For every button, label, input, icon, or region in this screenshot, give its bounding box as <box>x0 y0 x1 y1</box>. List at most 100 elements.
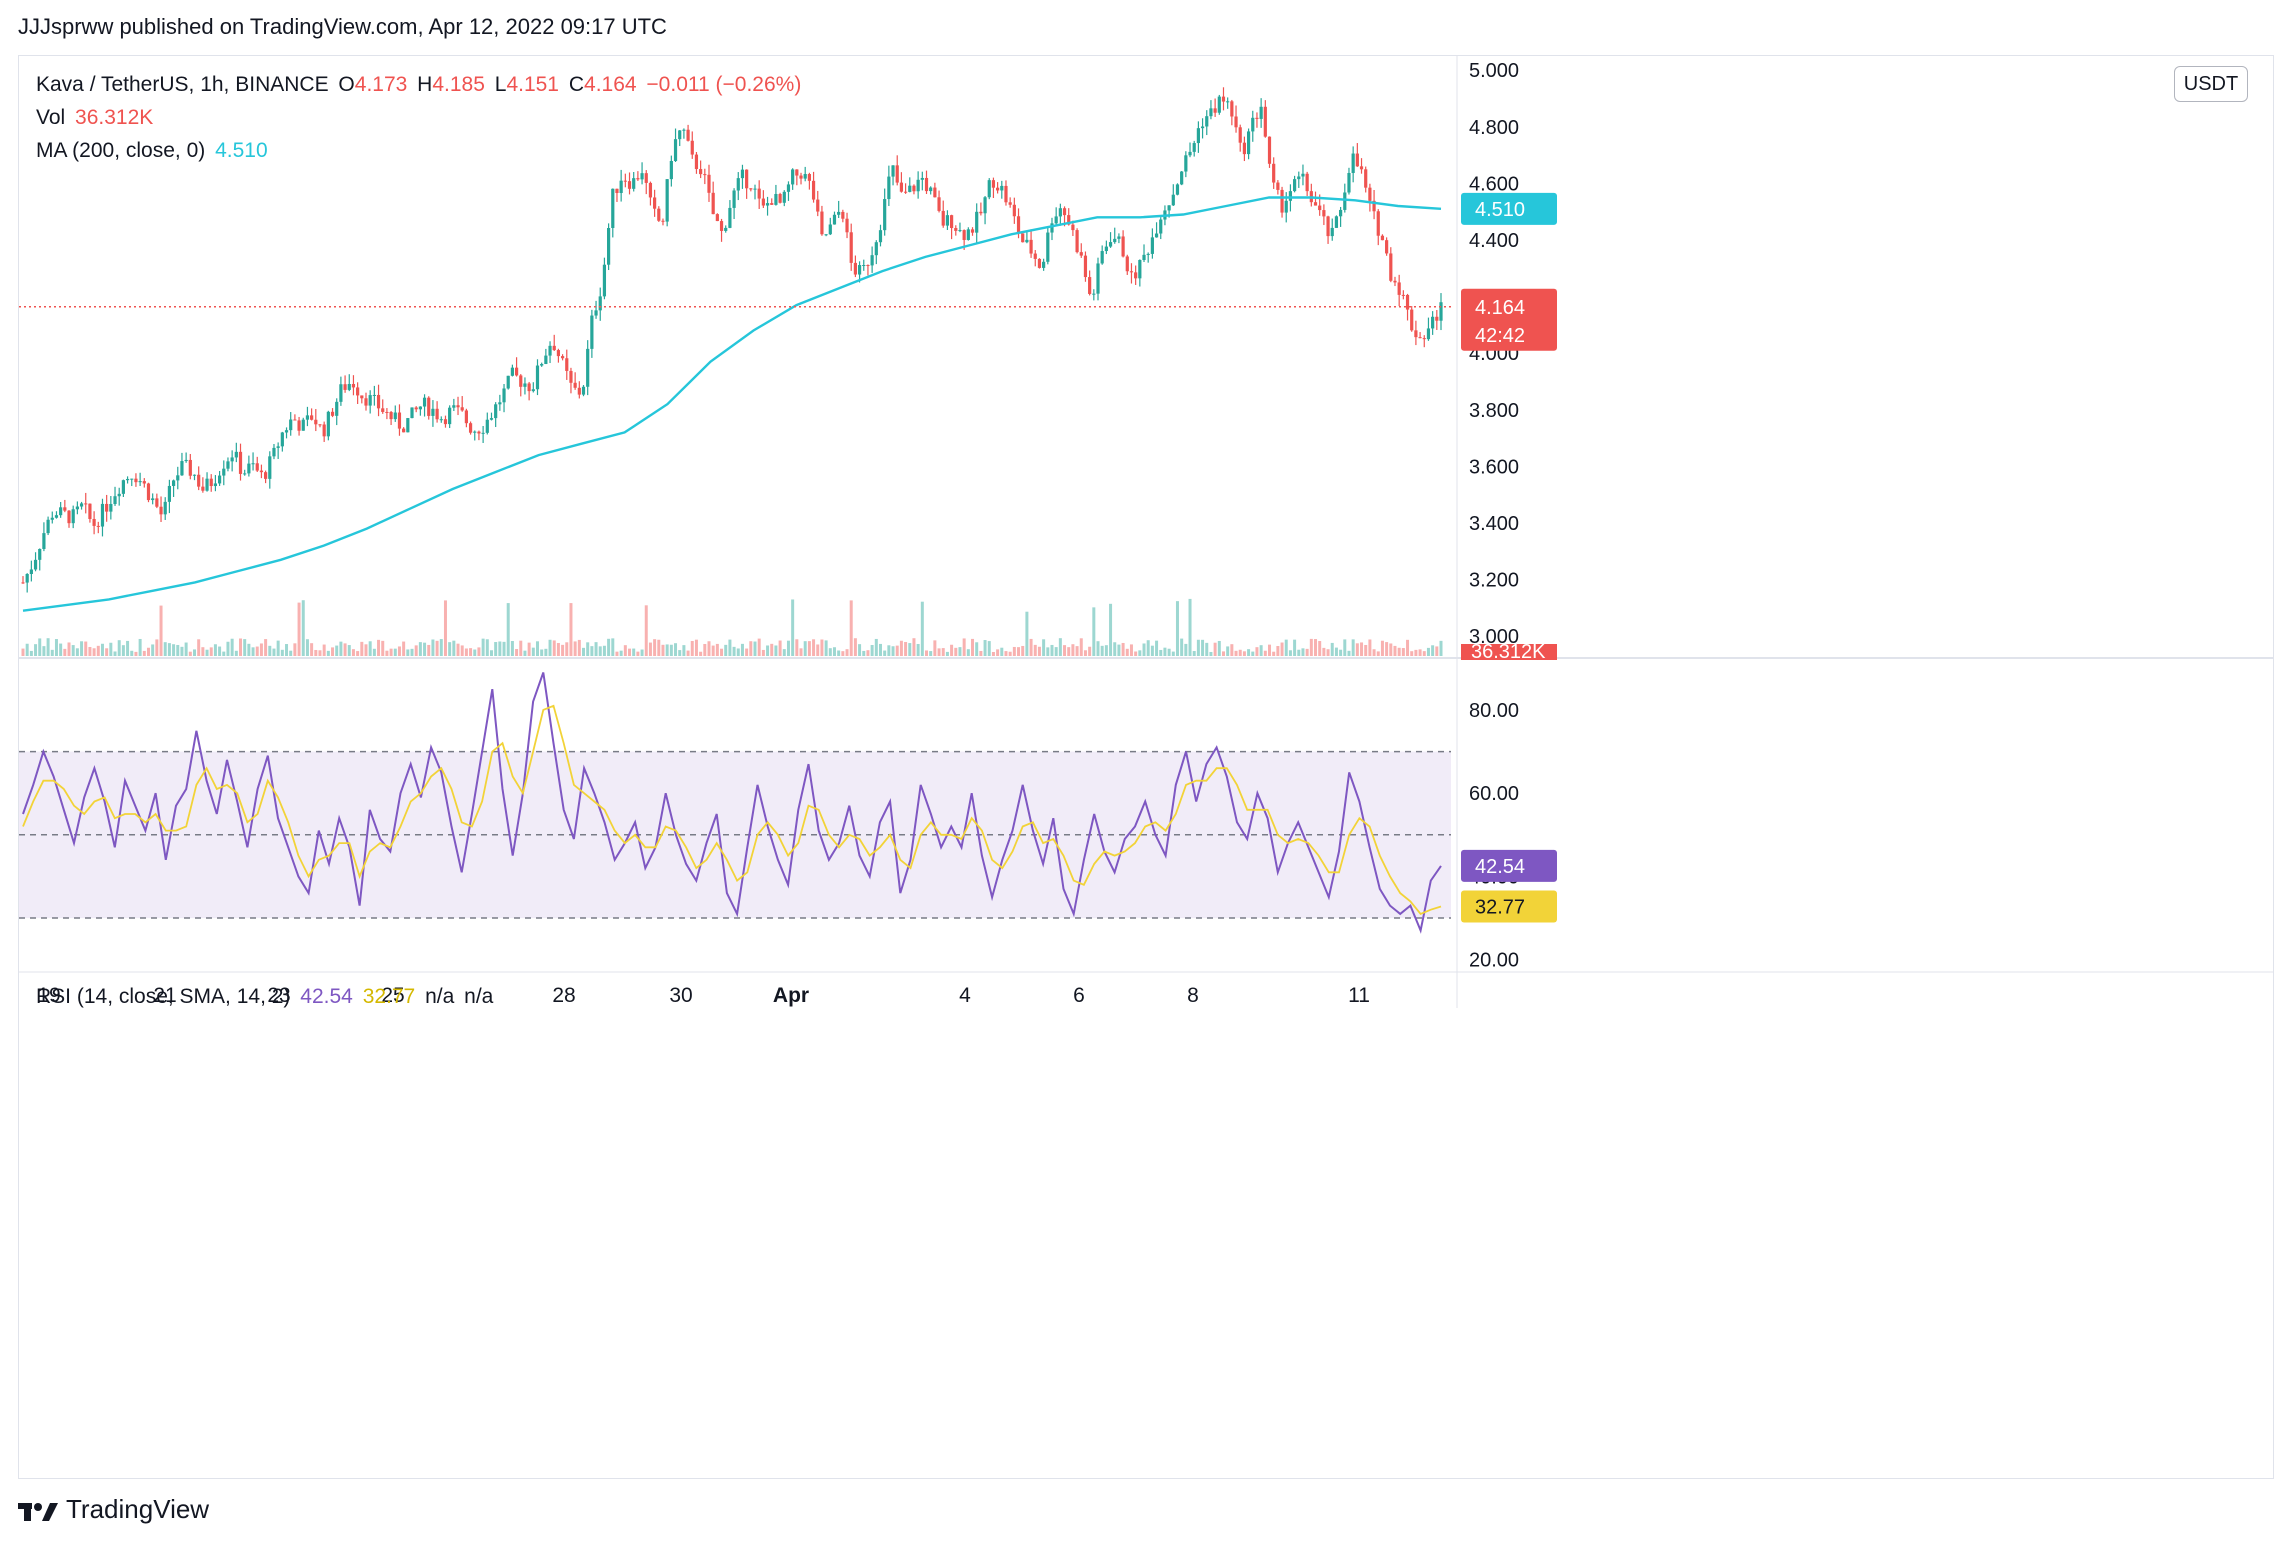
candle-body <box>853 262 857 275</box>
volume-bar <box>703 643 707 656</box>
volume-bar <box>464 648 468 656</box>
candle-body <box>159 506 163 515</box>
rsi-value: 42.54 <box>300 985 353 1008</box>
volume-bar <box>213 644 217 656</box>
volume-bar <box>933 640 937 656</box>
candle-body <box>560 356 565 359</box>
candle-body <box>510 367 514 376</box>
candle-body <box>176 475 180 481</box>
volume-bar <box>205 649 209 656</box>
volume-bar <box>753 641 757 656</box>
candle-body <box>648 182 653 198</box>
candle-body <box>109 504 113 512</box>
ma-value: 4.510 <box>215 139 268 162</box>
volume-bar <box>38 638 42 656</box>
candle-body <box>1251 117 1255 132</box>
candle-body <box>866 265 870 267</box>
volume-bar <box>1259 645 1263 656</box>
volume-bar <box>686 650 690 656</box>
candle-body <box>820 211 824 235</box>
volume-bar <box>1351 639 1355 656</box>
candle-body <box>393 412 397 420</box>
candle-body <box>1355 153 1359 167</box>
volume-bar <box>1301 648 1305 656</box>
candle-body <box>1343 192 1347 210</box>
candle-body <box>452 405 456 408</box>
volume-bar <box>335 645 339 656</box>
volume-bar <box>732 646 736 656</box>
candle-body <box>456 405 460 408</box>
volume-bar <box>632 648 636 656</box>
candle-body <box>786 184 791 192</box>
candle-body <box>661 220 665 222</box>
volume-bar <box>941 648 945 656</box>
candle-body <box>1067 215 1071 225</box>
volume-bar <box>1360 642 1364 656</box>
candle-body <box>849 232 853 263</box>
candle-body <box>351 383 356 388</box>
chart-canvas[interactable]: 5.0004.8004.6004.4004.2004.0003.8003.600… <box>19 56 2273 1478</box>
volume-bar <box>360 641 364 656</box>
volume-bar <box>619 650 623 656</box>
candle-body <box>552 345 556 351</box>
tradingview-logo-icon[interactable] <box>18 1499 58 1521</box>
symbol-label[interactable]: Kava / TetherUS, 1h, BINANCE <box>36 73 329 96</box>
volume-bar <box>1046 647 1050 656</box>
candle-body <box>1071 224 1075 231</box>
candle-body <box>824 234 828 236</box>
volume-bar <box>343 643 347 656</box>
footer: TradingView <box>18 1494 209 1525</box>
candle-body <box>280 432 284 447</box>
candle-body <box>418 406 422 410</box>
candle-body <box>569 370 573 383</box>
volume-bar <box>929 651 933 656</box>
candle-body <box>1033 253 1037 259</box>
candle-body <box>987 180 991 198</box>
candle-body <box>1234 116 1238 128</box>
volume-bar <box>1272 651 1276 656</box>
volume-bar <box>126 640 130 656</box>
volume-bar <box>180 646 184 656</box>
volume-bar <box>711 645 715 656</box>
volume-bar <box>682 645 686 656</box>
volume-bar <box>385 650 389 656</box>
volume-bar <box>623 645 627 656</box>
vol-badge-bg <box>1461 644 1557 660</box>
volume-bar <box>502 641 506 656</box>
volume-bar <box>1042 639 1046 656</box>
candle-body <box>594 310 598 316</box>
change-value: −0.011 (−0.26%) <box>646 73 802 96</box>
volume-bar <box>318 650 322 656</box>
candle-body <box>209 478 213 487</box>
candle-body <box>146 483 151 501</box>
volume-bar <box>1439 640 1443 656</box>
volume-bar <box>176 644 180 656</box>
volume-bar <box>305 639 309 656</box>
volume-bar <box>540 649 544 656</box>
vol-label[interactable]: Vol <box>36 106 66 129</box>
candle-body <box>1150 237 1154 254</box>
currency-unit-button[interactable]: USDT <box>2174 66 2248 102</box>
candle-body <box>50 517 54 520</box>
candle-body <box>402 428 406 433</box>
candle-body <box>113 496 117 505</box>
volume-bar <box>1021 645 1025 656</box>
volume-bar <box>247 643 251 656</box>
volume-bar <box>1100 645 1104 656</box>
candle-body <box>506 375 510 389</box>
volume-bar <box>908 643 912 656</box>
footer-brand[interactable]: TradingView <box>66 1494 210 1524</box>
volume-bar <box>489 650 493 656</box>
volume-bar <box>96 645 100 656</box>
volume-bar <box>1314 639 1318 656</box>
candle-body <box>782 191 786 203</box>
candle-body <box>1175 184 1180 195</box>
candle-body <box>715 214 719 222</box>
rsi-label[interactable]: RSI (14, close, SMA, 14, 2) <box>36 985 291 1008</box>
candle-body <box>372 394 376 396</box>
candle-body <box>376 394 381 409</box>
ma-label[interactable]: MA (200, close, 0) <box>36 139 206 162</box>
candle-body <box>96 525 100 527</box>
candle-body <box>414 407 418 410</box>
candle-body <box>1108 242 1113 247</box>
